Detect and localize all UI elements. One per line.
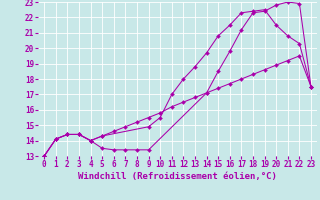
X-axis label: Windchill (Refroidissement éolien,°C): Windchill (Refroidissement éolien,°C) (78, 172, 277, 181)
